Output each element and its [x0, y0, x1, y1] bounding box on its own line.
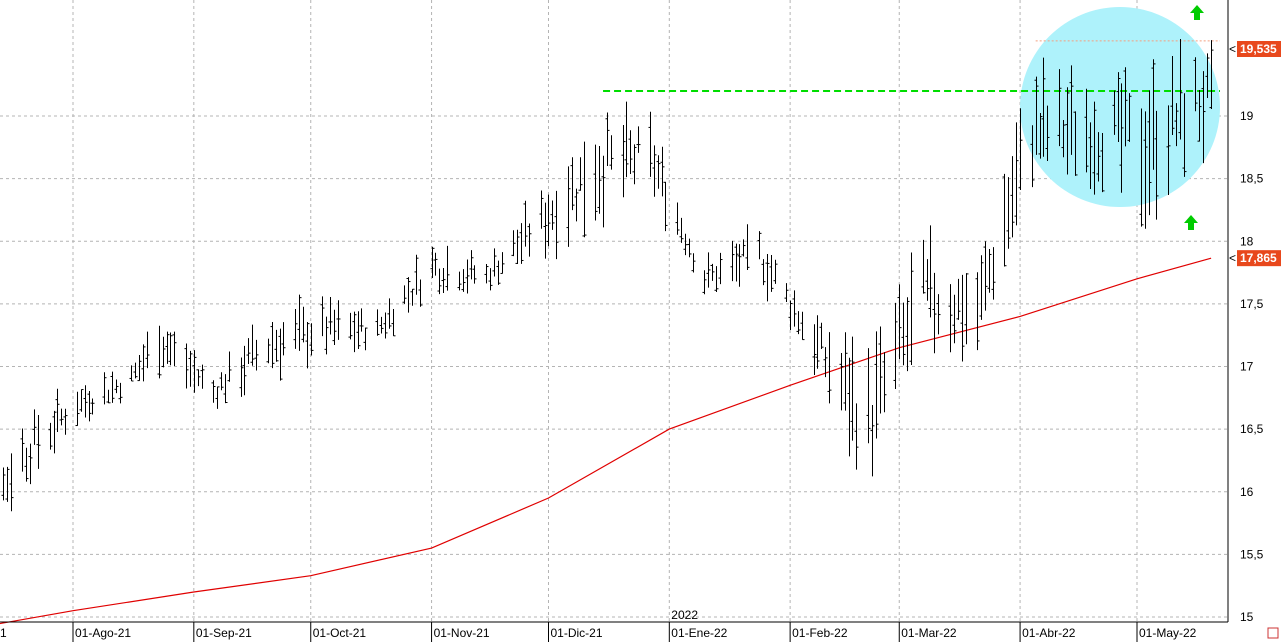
- x-tick-label: 01-Ene-22: [671, 626, 727, 640]
- x-tick-label: 01-May-22: [1139, 626, 1197, 640]
- y-tick-label: 19: [1240, 109, 1254, 123]
- price-tag-pointer: <: [1229, 42, 1236, 56]
- y-tick-label: 15,5: [1240, 547, 1264, 561]
- grid: [0, 0, 1228, 622]
- year-label: 2022: [671, 608, 698, 622]
- x-tick-label: 01-Sep-21: [196, 626, 252, 640]
- y-tick-label: 18: [1240, 234, 1254, 248]
- x-tick-label: 01-Feb-22: [792, 626, 848, 640]
- x-tick-label: 01-Mar-22: [901, 626, 957, 640]
- arrows: [1184, 5, 1204, 230]
- y-tick-label: 18,5: [1240, 172, 1264, 186]
- moving-average-line: [0, 257, 1212, 625]
- left-edge-label: 1: [0, 626, 7, 640]
- highlight-circle-layer: [1020, 7, 1220, 207]
- arrow-shape: [1184, 215, 1198, 230]
- highlight-circle: [1020, 7, 1220, 207]
- y-tick-label: 16,5: [1240, 422, 1264, 436]
- price-bars: [1, 39, 1214, 512]
- up-arrow-icon: [1184, 215, 1198, 230]
- price-tag-box: [1237, 250, 1281, 267]
- x-tick-label: 01-Oct-21: [313, 626, 367, 640]
- x-tick-label: 01-Ago-21: [75, 626, 131, 640]
- y-tick-label: 17: [1240, 360, 1254, 374]
- y-tick-label: 16: [1240, 485, 1254, 499]
- horizontal-levels: [603, 40, 1220, 92]
- price-tag: 17,865 <: [1229, 250, 1281, 267]
- price-tag-label: 19,535: [1240, 42, 1277, 56]
- price-tag-pointer: <: [1229, 251, 1236, 265]
- up-arrow-icon: [1190, 5, 1204, 20]
- axis-labels: 15 15,5 16 16,5 17 17,5 18 18,5 19 01-Ago-21 01-Se…: [0, 40, 1281, 640]
- price-tag-box: [1237, 40, 1281, 57]
- y-tick-label: 17,5: [1240, 297, 1264, 311]
- x-tick-label: 01-Nov-21: [434, 626, 490, 640]
- price-tag: 19,535 <: [1229, 40, 1281, 57]
- price-tag-label: 17,865: [1240, 251, 1277, 265]
- x-tick-label: 01-Abr-22: [1022, 626, 1076, 640]
- x-tick-label: 01-Dic-21: [550, 626, 602, 640]
- moving-average-layer: [0, 257, 1212, 625]
- y-tick-label: 15: [1240, 610, 1254, 624]
- arrow-shape: [1190, 5, 1204, 20]
- logo-icon: [1267, 627, 1279, 639]
